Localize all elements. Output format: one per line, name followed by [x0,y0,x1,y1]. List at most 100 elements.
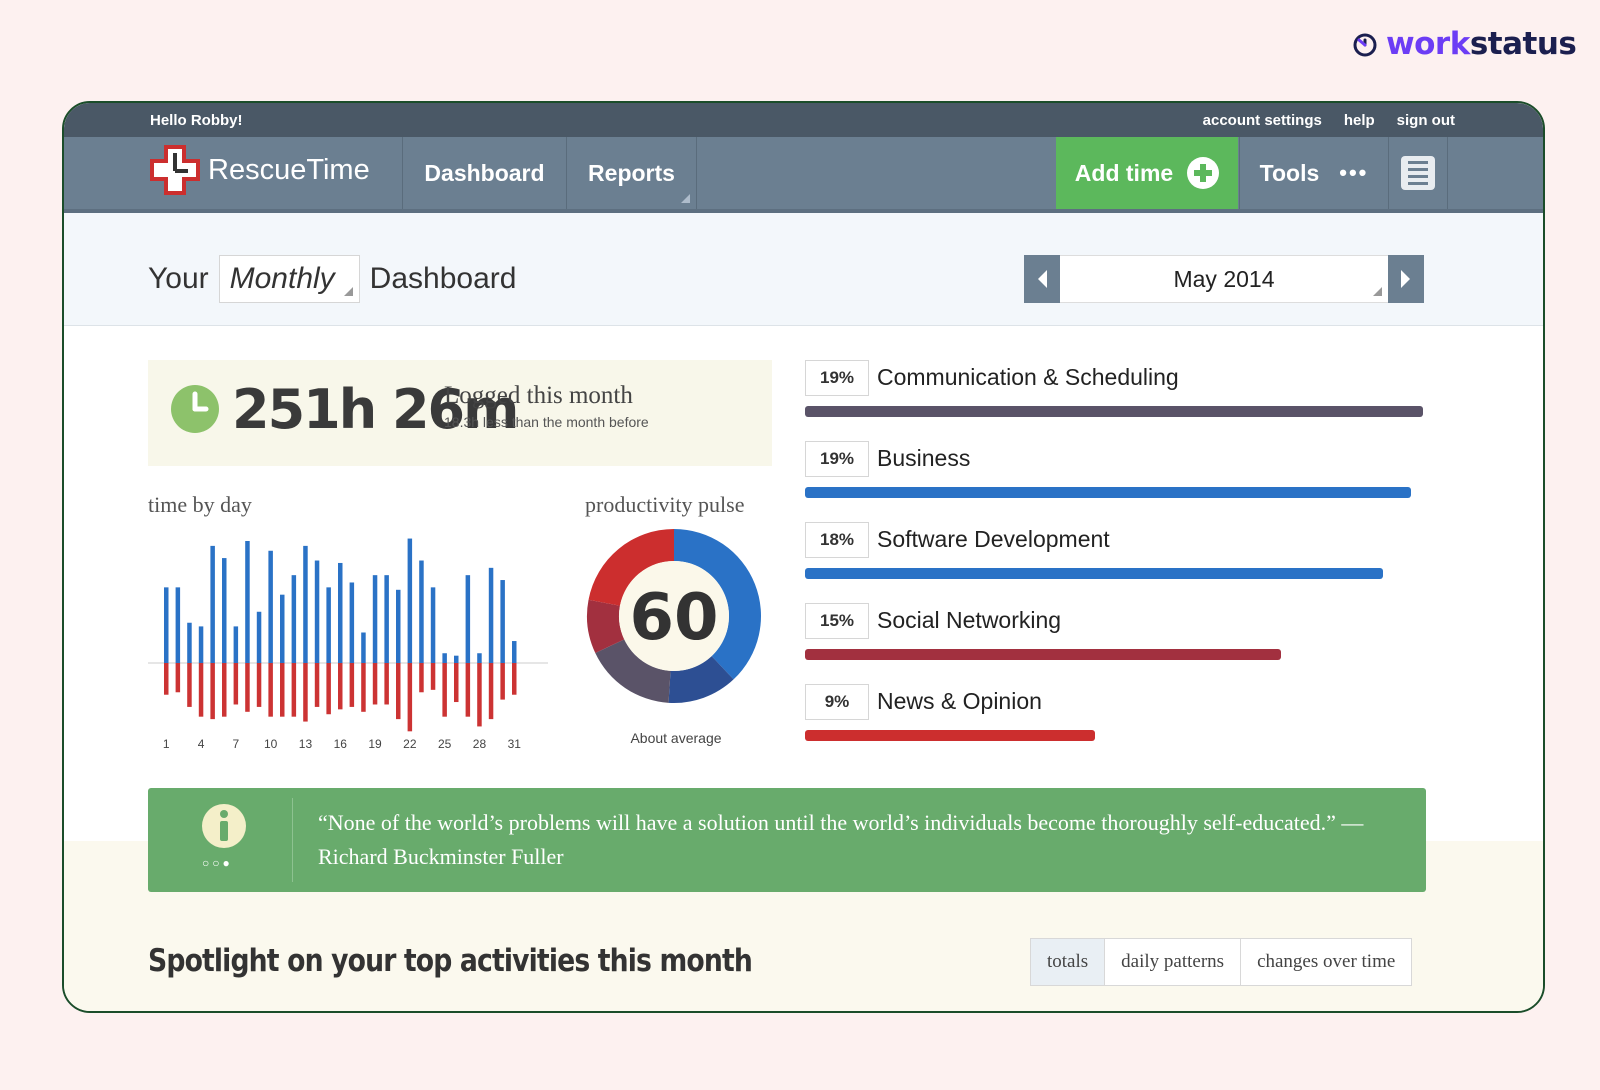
productive-bar [361,632,366,663]
distracting-bar [175,663,181,693]
category-item[interactable]: 19% Business [805,441,1425,522]
category-item[interactable]: 18% Software Development [805,522,1425,603]
distracting-bar [396,663,401,720]
pulse-center [619,561,729,671]
x-tick-label: 1 [163,737,170,751]
distracting-bar [268,663,273,717]
distracting-bar [442,663,447,717]
category-item[interactable]: 9% News & Opinion [805,684,1425,765]
add-time-label: Add time [1074,159,1174,186]
logged-label: Logged this month [444,382,633,409]
tools-menu[interactable]: Tools ••• [1239,137,1388,209]
productive-bar [175,587,181,663]
pulse-slice [674,529,761,680]
pulse-value: 60 [629,581,718,655]
tab-changes-over-time[interactable]: changes over time [1240,939,1411,985]
productive-bar [291,575,297,663]
x-tick-label: 16 [334,737,348,751]
period-selector[interactable]: Monthly [218,255,360,303]
category-name: Social Networking [877,607,1062,633]
greeting: Hello Robby! [150,112,243,129]
title-suffix: Dashboard [369,262,517,295]
sign-out-link[interactable]: sign out [1396,112,1455,129]
main-nav: RescueTime Dashboard Reports Add time To… [64,137,1543,213]
title-prefix: Your [148,262,209,295]
category-pct: 19% [805,441,869,477]
month-selector[interactable]: May 2014 [1060,255,1388,303]
category-list: 19% Communication & Scheduling 19% Busin… [805,360,1425,765]
logged-comparison: 18.3h less than the month before [444,414,649,430]
nav-reports[interactable]: Reports [566,137,697,209]
category-item[interactable]: 19% Communication & Scheduling [805,360,1425,441]
category-bar [805,649,1281,660]
top-bar: Hello Robby! account settings help sign … [64,103,1543,137]
distracting-bar [477,663,482,727]
productive-bar [303,545,308,663]
category-pct: 18% [805,522,869,558]
productive-bar [477,653,482,663]
rescuetime-logo[interactable]: RescueTime [148,143,370,197]
chevron-left-icon [1038,270,1047,288]
distracting-bar [488,663,494,720]
timer-icon [1353,33,1377,57]
more-dots-icon: ••• [1339,160,1369,185]
productive-bar [233,626,239,663]
quote-pager-dots[interactable]: ○○● [202,856,233,870]
productive-bar [442,653,447,663]
nav-dashboard[interactable]: Dashboard [402,137,566,209]
productive-bar [326,587,331,663]
x-tick-label: 31 [508,737,522,751]
help-link[interactable]: help [1343,112,1375,129]
chevron-right-icon [1401,270,1410,288]
productive-bar [268,550,273,663]
productive-bar [222,558,227,663]
x-tick-label: 28 [473,737,487,751]
distracting-bar [465,663,471,717]
distracting-bar [187,663,192,707]
nav-reports-label: Reports [588,159,675,186]
info-icon[interactable] [200,802,248,850]
distracting-bar [361,663,366,712]
distracting-bar [372,663,378,705]
category-item[interactable]: 15% Social Networking [805,603,1425,684]
productive-bar [338,562,343,663]
workstatus-logo: workstatus [1352,26,1577,62]
clock-cross-icon [150,145,200,195]
category-bar [805,568,1383,579]
x-tick-label: 4 [198,737,205,751]
productive-bar [419,560,424,663]
distracting-bar [256,663,262,707]
x-tick-label: 13 [299,737,313,751]
distracting-bar [419,663,424,693]
category-bar [805,487,1411,498]
next-month-button[interactable] [1388,255,1424,303]
productive-bar [187,622,192,663]
x-tick-label: 10 [264,737,278,751]
account-settings-link[interactable]: account settings [1202,112,1322,129]
productivity-pulse-title: productivity pulse [585,492,745,517]
productive-bar [198,626,204,663]
distracting-bar [326,663,331,715]
logo-text: RescueTime [208,153,370,186]
productive-bar [349,582,355,663]
distracting-bar [512,663,517,695]
productive-bar [280,594,285,663]
category-pct: 15% [805,603,869,639]
productive-bar [396,589,401,663]
category-bar [805,406,1423,417]
dropdown-corner-icon [343,287,353,296]
add-time-button[interactable]: Add time [1056,137,1238,209]
prev-month-button[interactable] [1024,255,1060,303]
category-name: Business [877,445,971,471]
distracting-bar [280,663,285,717]
distracting-bar [314,663,320,707]
productive-bar [384,575,389,663]
productive-bar [407,538,413,663]
time-by-day-title: time by day [148,492,252,517]
tab-daily-patterns[interactable]: daily patterns [1104,939,1240,985]
tab-totals[interactable]: totals [1031,939,1105,985]
productive-bar [465,575,471,663]
quote-banner: ○○● “None of the world’s problems will h… [148,788,1426,892]
list-menu-button[interactable] [1388,137,1448,209]
productive-bar [500,580,505,663]
